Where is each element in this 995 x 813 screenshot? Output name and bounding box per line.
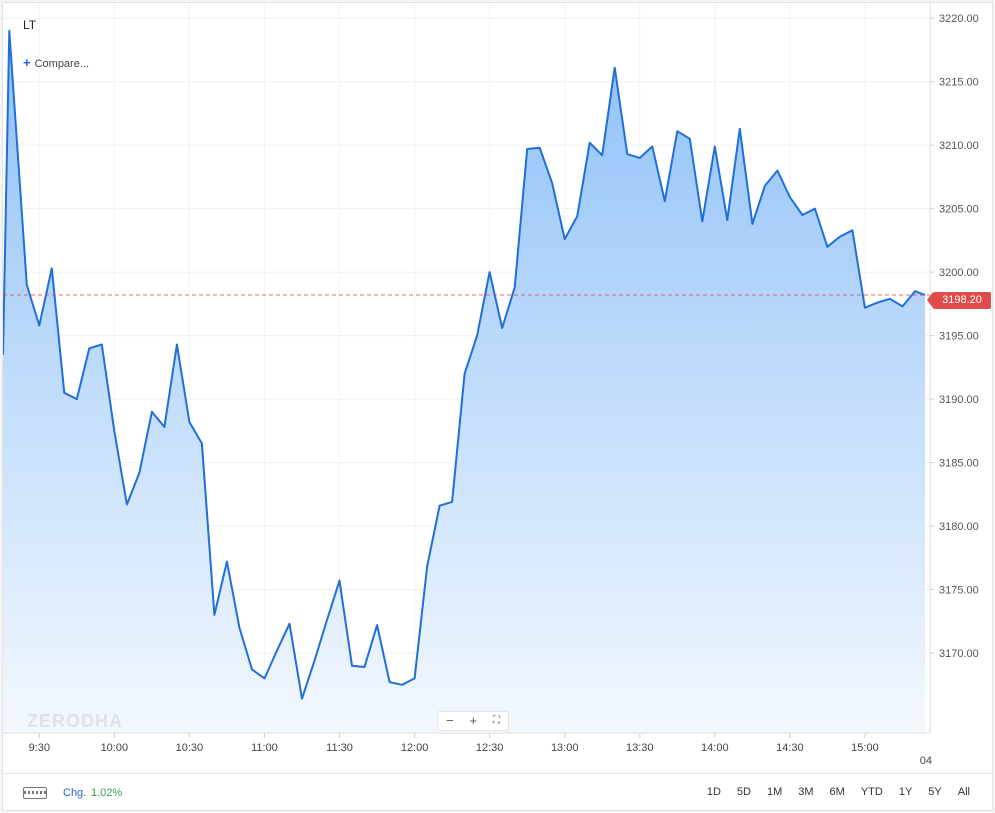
y-tick-label: 3185.00	[939, 458, 979, 470]
x-tick-label: 14:30	[776, 742, 804, 754]
x-date-label: 04	[920, 755, 932, 767]
x-tick-label: 13:00	[551, 742, 579, 754]
last-price-tag: 3198.20	[927, 292, 991, 309]
fullscreen-icon[interactable]: ⛶	[493, 715, 501, 726]
change-label: Chg.	[63, 787, 87, 799]
y-tick-label: 3195.00	[939, 331, 979, 343]
price-line	[3, 29, 926, 700]
range-5y-button[interactable]: 5Y	[928, 786, 942, 798]
zerodha-watermark: ZERODHA	[27, 711, 123, 731]
y-tick-label: 3175.00	[939, 585, 979, 597]
change-value: 1.02%	[91, 787, 123, 799]
y-tick-label: 3170.00	[939, 648, 979, 660]
plus-icon[interactable]: +	[469, 713, 478, 728]
y-tick-label: 3205.00	[939, 204, 979, 216]
x-tick-label: 11:00	[251, 742, 278, 754]
range-all-button[interactable]: All	[957, 786, 970, 798]
range-5d-button[interactable]: 5D	[736, 786, 751, 798]
zoom-controls: − + ⛶	[437, 711, 509, 731]
x-tick-label: 9:30	[29, 742, 50, 754]
y-tick-label: 3210.00	[939, 140, 979, 152]
range-1d-button[interactable]: 1D	[706, 786, 721, 798]
minus-icon[interactable]: −	[445, 713, 454, 728]
plus-icon: +	[23, 55, 31, 70]
y-tick-label: 3215.00	[939, 77, 979, 89]
y-tick-label: 3190.00	[939, 394, 979, 406]
compare-label: Compare...	[34, 58, 90, 70]
x-tick-label: 15:00	[851, 742, 879, 754]
range-3m-button[interactable]: 3M	[798, 786, 814, 798]
keyboard-icon[interactable]	[23, 787, 47, 799]
symbol-label: LT	[23, 18, 37, 32]
range-1m-button[interactable]: 1M	[766, 786, 783, 798]
x-tick-label: 14:00	[701, 742, 729, 754]
x-tick-label: 13:30	[626, 742, 654, 754]
y-tick-label: 3200.00	[939, 267, 979, 279]
x-tick-label: 10:00	[101, 742, 129, 754]
y-tick-label: 3220.00	[939, 13, 979, 25]
range-ytd-button[interactable]: YTD	[860, 786, 883, 798]
price-chart[interactable]: 3170.00 3175.00 3180.00 3185.00 3190.00 3195.…	[3, 3, 992, 810]
axes: 3170.00 3175.00 3180.00 3185.00 3190.00 3195.…	[3, 3, 979, 767]
x-tick-label: 10:30	[176, 742, 204, 754]
price-area	[3, 29, 930, 733]
range-selector: 1D 5D 1M 3M 6M YTD 1Y 5Y All	[699, 786, 974, 798]
range-6m-button[interactable]: 6M	[829, 786, 845, 798]
compare-button[interactable]: + Compare...	[23, 55, 89, 70]
x-tick-label: 11:30	[326, 742, 353, 754]
range-1y-button[interactable]: 1Y	[898, 786, 913, 798]
y-tick-label: 3180.00	[939, 521, 979, 533]
x-tick-label: 12:00	[401, 742, 429, 754]
x-tick-label: 12:30	[476, 742, 504, 754]
chart-footer: Chg. 1.02% 1D 5D 1M 3M 6M YTD 1Y 5Y All	[3, 773, 994, 810]
